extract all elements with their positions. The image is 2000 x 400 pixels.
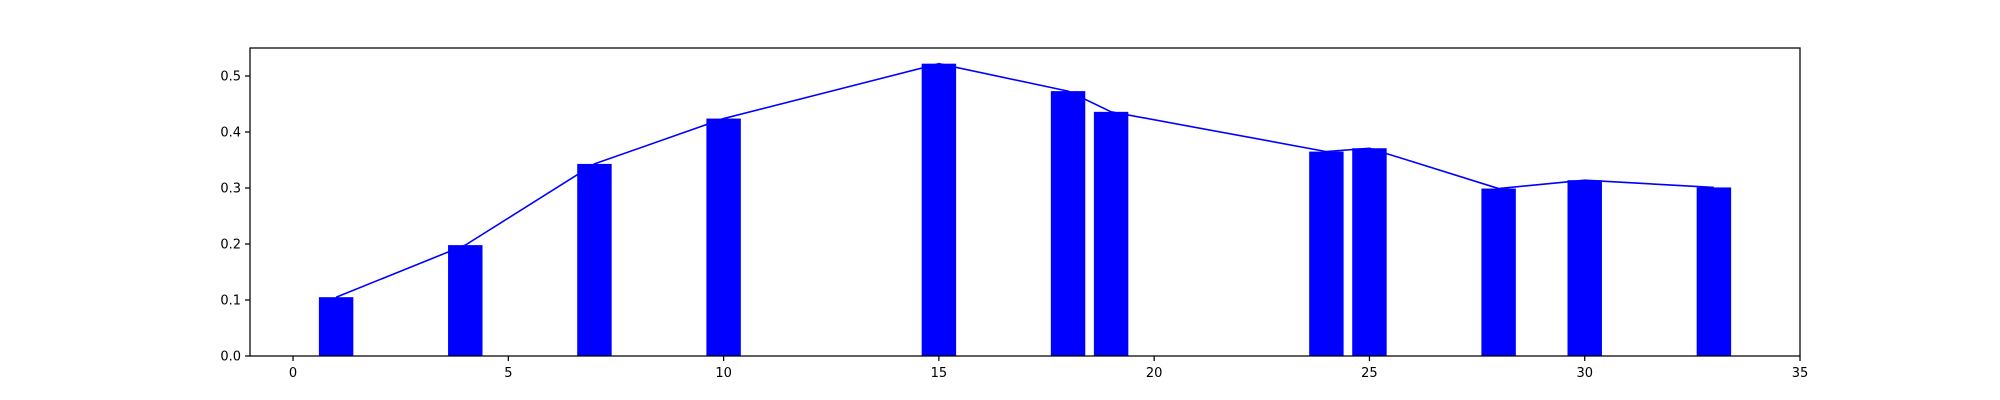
plot-content <box>318 62 1732 357</box>
bar <box>1050 91 1086 357</box>
y-tick-label: 0.4 <box>220 126 241 141</box>
y-axis: 0.0 0.1 0.2 0.3 0.4 0.5 <box>220 70 250 365</box>
y-tick-label: 0.5 <box>220 70 241 85</box>
y-tick-label: 0.0 <box>220 350 241 365</box>
bar <box>318 297 354 356</box>
x-tick-label: 15 <box>931 366 948 381</box>
x-tick-label: 35 <box>1792 366 1809 381</box>
bar <box>1696 187 1732 356</box>
series-line <box>335 62 1714 298</box>
bar <box>706 118 741 356</box>
y-tick-label: 0.2 <box>220 238 241 253</box>
x-tick-label: 5 <box>504 366 512 381</box>
bar <box>577 163 612 356</box>
bar <box>1309 151 1344 356</box>
bar <box>448 245 483 356</box>
y-tick-label: 0.3 <box>220 182 241 197</box>
bar <box>1567 180 1602 356</box>
x-tick-label: 20 <box>1146 366 1163 381</box>
x-tick-label: 10 <box>715 366 732 381</box>
x-axis: 0 5 10 15 20 25 30 35 <box>289 356 1808 381</box>
plot-frame <box>249 47 1801 357</box>
bar <box>1481 188 1516 356</box>
bar <box>921 63 957 357</box>
bar <box>1093 111 1129 356</box>
x-tick-label: 25 <box>1361 366 1378 381</box>
x-tick-label: 30 <box>1576 366 1593 381</box>
x-tick-label: 0 <box>289 366 297 381</box>
y-tick-label: 0.1 <box>220 294 241 309</box>
bar <box>1352 148 1387 356</box>
